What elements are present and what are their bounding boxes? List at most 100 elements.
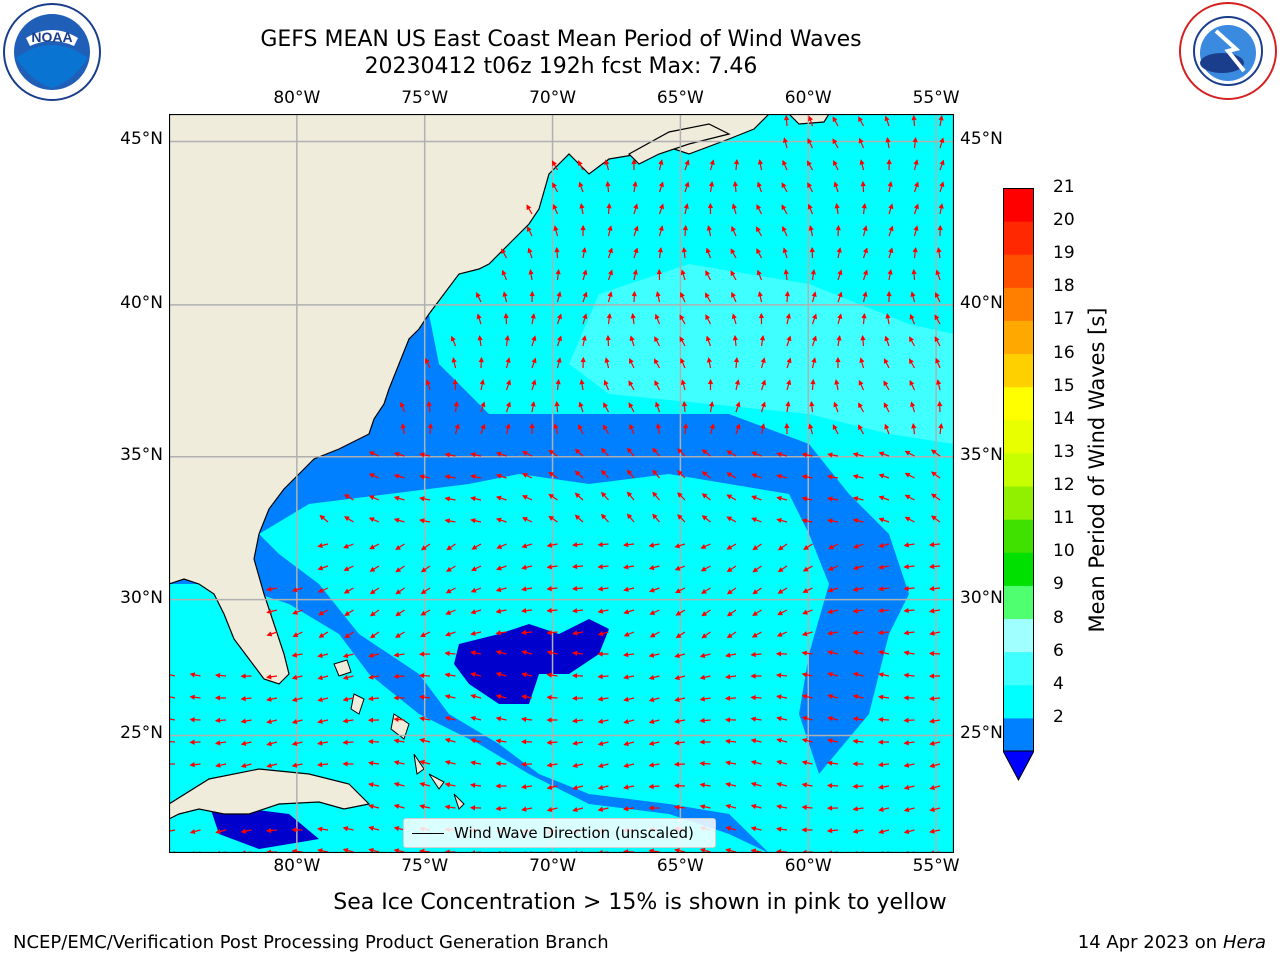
wave-direction-arrowhead [681, 246, 687, 253]
wave-direction-arrowhead [597, 563, 603, 570]
wave-direction-arrowhead [724, 738, 731, 744]
wave-direction-arrowhead [726, 516, 733, 522]
wave-direction-arrowhead [395, 632, 401, 638]
wave-direction-arrowhead [827, 608, 833, 615]
wave-direction-arrowhead [808, 225, 814, 231]
wave-direction-arrowhead [607, 291, 613, 297]
footer-date: 14 Apr 2023 on Hera [1078, 932, 1266, 953]
wave-direction-arrowhead [878, 564, 884, 570]
wave-direction-arrowhead [571, 585, 578, 592]
wave-direction-arrowhead [786, 379, 792, 386]
wave-direction-arrowhead [803, 544, 809, 550]
wave-direction-arrowhead [419, 474, 425, 480]
wave-direction-arrowhead [420, 589, 427, 595]
axis-tick-label: 75°W [401, 856, 449, 876]
wave-direction-arrowhead [317, 674, 323, 681]
wave-direction-arrowhead [605, 334, 611, 341]
wave-direction-arrowhead [928, 650, 935, 657]
wave-direction-arrowhead [936, 379, 942, 385]
wave-direction-arrowhead [552, 182, 557, 189]
axis-tick-label: 80°W [273, 88, 321, 108]
wave-direction-arrowhead [597, 784, 604, 791]
wave-direction-arrowhead [833, 160, 838, 166]
colorbar-tick-label: 14 [1053, 408, 1075, 429]
wave-direction-arrowhead [369, 566, 376, 572]
wave-direction-arrowhead [648, 696, 655, 703]
wave-direction-arrowhead [885, 313, 891, 319]
wave-direction-arrowhead [369, 589, 376, 595]
wave-direction-arrowhead [750, 803, 757, 810]
wave-direction-arrowhead [659, 203, 664, 210]
wave-direction-arrowhead [579, 379, 585, 385]
wave-direction-arrowhead [399, 401, 405, 408]
wave-direction-arrowhead [581, 335, 587, 341]
wave-direction-arrowhead [699, 804, 706, 810]
wave-direction-arrowhead [801, 760, 808, 766]
wave-direction-arrowhead [344, 610, 350, 617]
wave-direction-arrowhead [555, 268, 561, 275]
wave-direction-arrowhead [752, 610, 758, 616]
wave-direction-arrowhead [546, 762, 553, 768]
wave-direction-arrowhead [574, 514, 581, 521]
wave-direction-arrowhead [548, 449, 555, 455]
wave-direction-arrowhead [913, 203, 919, 210]
wave-direction-arrowhead [878, 495, 885, 501]
wave-direction-arrowhead [732, 334, 739, 341]
wave-direction-arrowhead [368, 495, 375, 501]
wave-direction-arrowhead [521, 451, 528, 456]
wave-direction-arrowhead [527, 247, 533, 254]
wave-direction-arrowhead [419, 452, 425, 458]
wave-direction-arrowhead [700, 566, 707, 572]
wave-direction-arrowhead [582, 313, 588, 320]
wave-direction-arrowhead [342, 696, 349, 702]
wave-direction-arrowhead [862, 291, 868, 297]
wave-direction-arrowhead [776, 759, 782, 766]
wave-direction-arrowhead [546, 542, 553, 548]
wave-direction-arrowhead [265, 827, 272, 834]
wave-direction-arrowhead [701, 515, 708, 521]
wave-direction-arrowhead [939, 159, 945, 166]
wave-direction-arrowhead [760, 401, 766, 408]
wave-direction-arrowhead [344, 494, 350, 500]
wave-direction-arrowhead [859, 159, 865, 165]
wave-direction-arrowhead [833, 401, 839, 408]
wave-direction-arrowhead [836, 335, 842, 341]
wave-direction-arrowhead [750, 673, 756, 679]
wave-direction-arrowhead [552, 160, 557, 167]
legend-line-icon [412, 832, 444, 834]
wave-direction-arrowhead [649, 587, 655, 593]
wave-direction-arrowhead [342, 718, 348, 724]
land-cuba [169, 768, 371, 820]
wave-direction-arrowhead [811, 357, 817, 363]
wave-direction-arrowhead [393, 695, 399, 701]
wave-direction-arrowhead [368, 517, 375, 523]
wave-direction-arrowhead [699, 739, 705, 745]
wave-direction-arrowhead [837, 269, 843, 276]
wave-direction-arrowhead [477, 335, 483, 341]
colorbar-bin [1003, 486, 1034, 520]
wave-direction-arrowhead [633, 203, 639, 210]
wave-direction-arrowhead [911, 268, 917, 275]
wave-direction-arrowhead [546, 694, 552, 701]
wave-direction-arrowhead [699, 696, 706, 702]
wave-direction-arrowhead [777, 610, 783, 616]
wave-direction-arrowhead [802, 609, 808, 615]
wave-direction-arrowhead [777, 567, 784, 573]
wave-direction-arrowhead [427, 422, 434, 429]
wave-direction-arrowhead [705, 335, 711, 342]
wave-direction-arrowhead [878, 451, 885, 457]
wave-direction-arrowhead [903, 564, 909, 570]
wave-direction-arrowhead [911, 114, 917, 121]
wave-direction-arrowhead [317, 587, 324, 593]
colorbar-bin [1003, 221, 1034, 255]
wave-direction-arrowhead [655, 423, 662, 429]
wave-direction-arrowhead [937, 400, 943, 407]
wave-direction-arrowhead [827, 671, 833, 678]
wave-direction-arrowhead [266, 762, 272, 769]
colorbar-bin [1003, 320, 1034, 355]
wave-direction-arrowhead [852, 565, 859, 571]
wave-direction-arrowhead [801, 782, 808, 788]
colorbar-tick-label: 19 [1053, 243, 1075, 264]
wave-direction-arrowhead [189, 672, 196, 678]
wave-direction-arrowhead [726, 633, 733, 639]
